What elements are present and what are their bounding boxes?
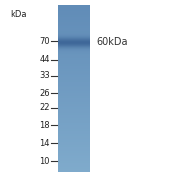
Text: 26: 26 xyxy=(39,89,50,98)
Text: 18: 18 xyxy=(39,120,50,129)
Text: 44: 44 xyxy=(39,55,50,64)
Text: 14: 14 xyxy=(39,138,50,147)
Text: kDa: kDa xyxy=(10,10,26,19)
Text: 33: 33 xyxy=(39,71,50,80)
Text: 70: 70 xyxy=(39,37,50,46)
Text: 22: 22 xyxy=(39,103,50,112)
Text: 10: 10 xyxy=(39,156,50,165)
Text: 60kDa: 60kDa xyxy=(96,37,127,47)
